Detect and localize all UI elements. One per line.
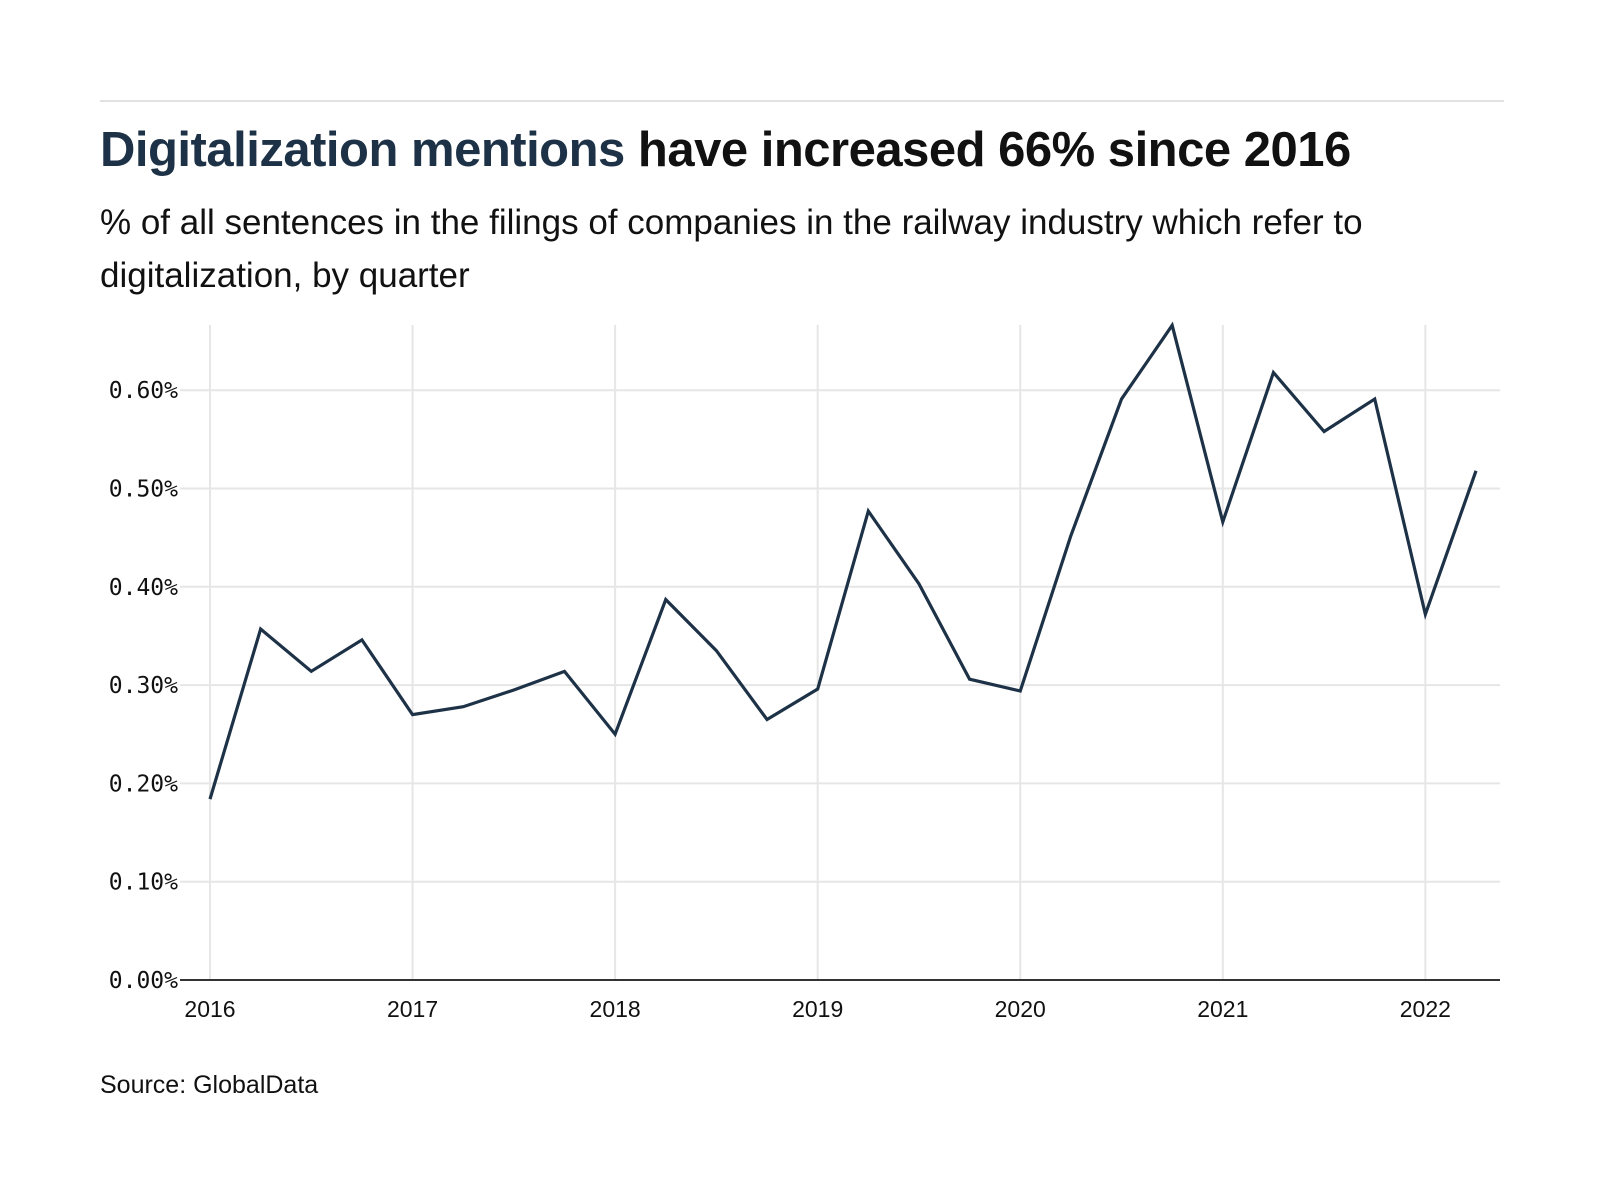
y-tick-label: 0.30%	[109, 673, 178, 699]
x-tick-label: 2016	[184, 996, 235, 1022]
x-tick-label: 2022	[1400, 996, 1451, 1022]
chart-title-accent: Digitalization mentions	[100, 123, 625, 177]
top-divider	[100, 100, 1504, 102]
x-axis-ticks: 2016 2017 2018 2019 2020 2021 2022	[184, 996, 1451, 1022]
chart-title-rest: have increased 66% since 2016	[624, 123, 1351, 177]
gridlines	[180, 325, 1500, 980]
series-line	[208, 321, 1478, 800]
y-tick-label: 0.60%	[109, 378, 178, 404]
y-tick-label: 0.10%	[109, 870, 178, 896]
y-tick-label: 0.40%	[109, 575, 178, 601]
x-tick-label: 2020	[995, 996, 1046, 1022]
series-group	[208, 321, 1478, 800]
y-tick-label: 0.20%	[109, 771, 178, 797]
y-axis-ticks: 0.00% 0.10% 0.20% 0.30% 0.40% 0.50% 0.60%	[109, 378, 178, 994]
x-tick-label: 2018	[590, 996, 641, 1022]
chart-title: Digitalization mentions have increased 6…	[100, 122, 1351, 178]
line-chart: 0.00% 0.10% 0.20% 0.30% 0.40% 0.50% 0.60% 2016…	[109, 321, 1500, 1022]
source-note: Source: GlobalData	[100, 1071, 319, 1099]
chart-subtitle: % of all sentences in the filings of com…	[100, 203, 1363, 295]
x-tick-label: 2021	[1197, 996, 1248, 1022]
y-tick-label: 0.00%	[109, 968, 178, 994]
x-tick-label: 2019	[792, 996, 843, 1022]
x-tick-label: 2017	[387, 996, 438, 1022]
y-tick-label: 0.50%	[109, 477, 178, 503]
